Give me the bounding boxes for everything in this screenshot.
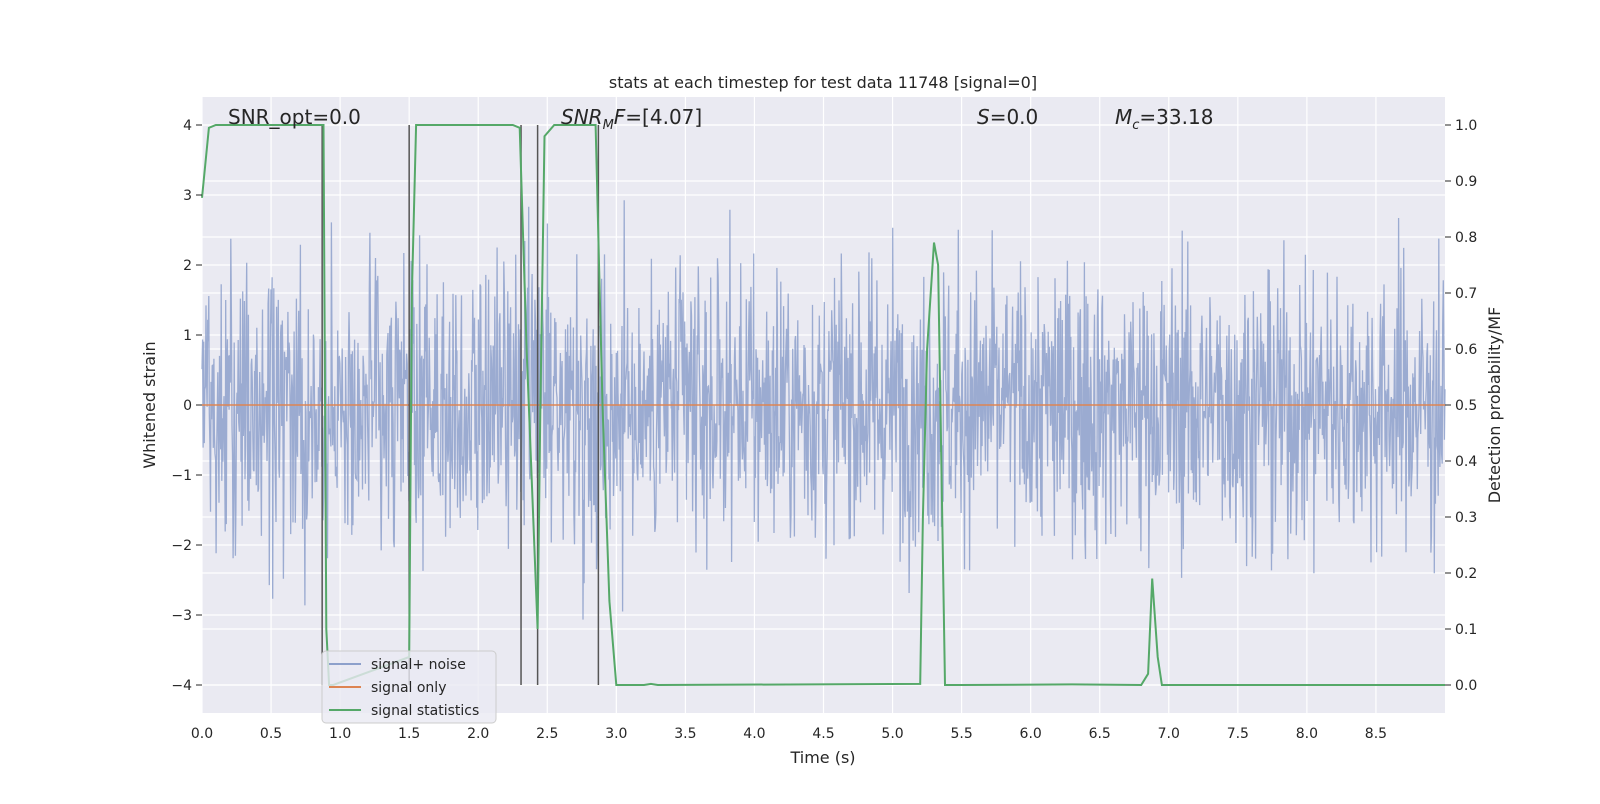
x-tick-label: 2.0 (467, 726, 489, 742)
legend-label-signal-only: signal only (371, 680, 446, 696)
y-tick-label: −4 (171, 678, 192, 694)
x-tick-label: 1.5 (398, 726, 420, 742)
y-right-tick-label: 1.0 (1455, 118, 1477, 134)
x-tick-label: 2.5 (536, 726, 558, 742)
x-tick-label: 0.0 (191, 726, 213, 742)
y-right-tick-label: 0.0 (1455, 678, 1477, 694)
x-tick-label: 7.0 (1158, 726, 1180, 742)
legend-label-signal-noise: signal+ noise (371, 657, 466, 673)
x-tick-label: 8.0 (1296, 726, 1318, 742)
x-tick-label: 5.0 (881, 726, 903, 742)
annotation-s: S=0.0 (977, 105, 1038, 129)
x-tick-label: 4.5 (812, 726, 834, 742)
annotation-mc: Mc=33.18 (1115, 105, 1213, 133)
y-right-tick-label: 0.4 (1455, 454, 1477, 470)
x-axis-label: Time (s) (789, 748, 855, 767)
y-tick-label: 4 (183, 118, 192, 134)
x-tick-label: 8.5 (1365, 726, 1387, 742)
y-right-tick-label: 0.7 (1455, 286, 1477, 302)
y-axis-label: Whitened strain (140, 341, 159, 468)
y-right-tick-label: 0.3 (1455, 510, 1477, 526)
annotation-snr-opt: SNR_opt=0.0 (228, 105, 361, 129)
x-tick-label: 6.0 (1020, 726, 1042, 742)
legend-box (321, 650, 497, 724)
y-tick-label: −3 (171, 608, 192, 624)
y-tick-label: −2 (171, 538, 192, 554)
legend: signal+ noise signal only signal statist… (321, 650, 497, 724)
annotation-snr-mf-value: =[4.07] (625, 105, 702, 129)
y-tick-label: 2 (183, 258, 192, 274)
y-right-tick-label: 0.1 (1455, 622, 1477, 638)
x-tick-label: 1.0 (329, 726, 351, 742)
y-tick-label: −1 (171, 468, 192, 484)
x-tick-label: 3.5 (674, 726, 696, 742)
annotation-mc-value: =33.18 (1139, 105, 1213, 129)
chart-title: stats at each timestep for test data 117… (609, 73, 1037, 92)
x-tick-label: 7.5 (1227, 726, 1249, 742)
x-tick-label: 0.5 (260, 726, 282, 742)
y-right-tick-label: 0.9 (1455, 174, 1477, 190)
y-right-tick-label: 0.5 (1455, 398, 1477, 414)
x-tick-label: 4.0 (743, 726, 765, 742)
y-right-tick-label: 0.2 (1455, 566, 1477, 582)
y-right-axis-label: Detection probability/MF (1485, 307, 1504, 504)
y-tick-label: 1 (183, 328, 192, 344)
x-tick-label: 3.0 (605, 726, 627, 742)
annotation-snr-mf: SNRMF=[4.07] (561, 105, 702, 133)
x-tick-label: 6.5 (1089, 726, 1111, 742)
y-right-tick-label: 0.8 (1455, 230, 1477, 246)
y-right-tick-label: 0.6 (1455, 342, 1477, 358)
legend-label-signal-statistics: signal statistics (371, 703, 479, 719)
annotation-s-value: =0.0 (990, 105, 1039, 129)
y-tick-label: 3 (183, 188, 192, 204)
axis-ticks: 0.0 0.5 1.0 1.5 2.0 2.5 3.0 3.5 4.0 4.5 5.0 5.5 6.0 6… (171, 118, 1477, 742)
x-tick-label: 5.5 (950, 726, 972, 742)
y-tick-label: 0 (183, 398, 192, 414)
